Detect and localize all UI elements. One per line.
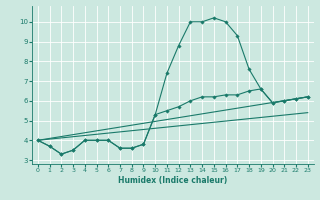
X-axis label: Humidex (Indice chaleur): Humidex (Indice chaleur)	[118, 176, 228, 185]
